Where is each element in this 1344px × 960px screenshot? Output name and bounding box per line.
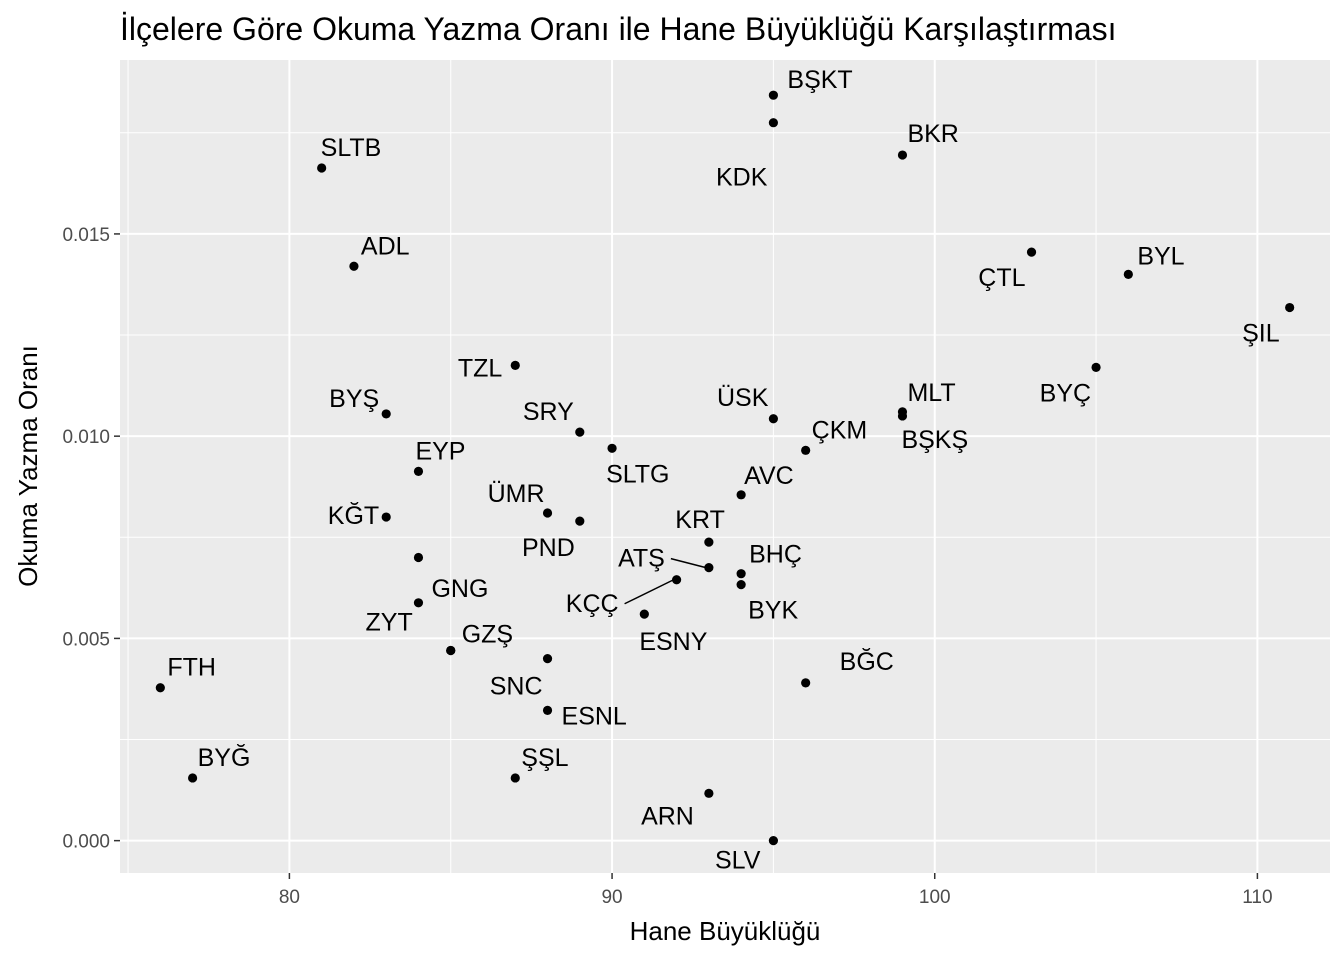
data-point [736,569,746,579]
data-point [704,537,714,547]
data-point [639,609,649,619]
data-point [768,90,779,100]
data-point [575,516,585,526]
x-tick-label: 80 [279,887,300,908]
grid-minor [120,60,1330,873]
data-point [381,409,391,419]
point-label: BHÇ [749,541,802,569]
point-label: ÜMR [488,480,545,508]
data-point [897,411,908,421]
point-label: BŞKT [787,66,852,94]
data-point [1091,362,1101,373]
data-point [542,654,553,664]
data-point [317,163,327,173]
data-point [188,773,198,783]
point-label: BĞC [840,647,894,676]
data-point [1026,247,1037,257]
data-points [155,90,1295,846]
y-tick-label: 0.015 [62,225,110,246]
data-point [897,150,908,160]
axis-ticks: 80 90 100 110 0.000 0.005 0.010 0.015 [62,225,1272,908]
data-point [510,360,520,370]
point-label: SRY [523,398,574,426]
data-point [349,261,359,271]
point-label: ŞŞL [521,744,568,772]
point-label: ATŞ [618,545,665,573]
point-label: ÇTL [978,264,1025,292]
data-point [413,598,424,608]
data-point [413,552,424,563]
point-label: GNG [431,575,488,603]
point-label: PND [522,534,575,562]
point-label: ADL [361,232,410,260]
data-point [542,508,553,518]
data-point [1285,302,1295,313]
data-point [510,773,520,783]
x-tick-label: 100 [919,887,951,908]
data-point [801,678,811,688]
data-point [413,466,424,476]
point-label: KĞT [328,501,379,530]
data-point [607,443,617,453]
point-label: FTH [167,654,216,682]
point-label: BYÇ [1040,379,1091,407]
data-point [768,118,779,128]
point-label: ZYT [366,609,413,637]
point-label: BYK [748,597,798,625]
point-label: BKR [907,120,958,148]
point-label: KRT [675,506,725,534]
point-label: ÜSK [717,384,769,412]
point-label: SLV [715,847,761,875]
data-point [155,683,165,693]
data-point [704,788,714,798]
point-label: BYŞ [329,385,379,413]
point-label: KDK [716,164,768,192]
point-label: BYL [1137,242,1184,270]
x-tick-label: 90 [601,887,622,908]
data-point [381,512,391,522]
data-point [801,445,811,455]
y-tick-label: 0.005 [62,629,110,650]
point-label: BŞKŞ [901,426,968,454]
data-point [575,427,585,437]
point-label: EYP [415,437,465,465]
point-labels: BŞKT KDK BKR SLTB ADL ÇTL BYL ŞIL TZL BYÇ BYŞ MLT BŞ… [167,66,1279,874]
point-label: ÇKM [812,416,868,444]
y-tick-label: 0.010 [62,427,110,448]
x-axis-title: Hane Büyüklüğü [630,916,821,946]
data-point [768,414,779,424]
point-label: ESNL [562,702,627,730]
x-tick-label: 110 [1242,887,1272,908]
data-point [736,580,746,590]
label-leader-lines [624,557,707,605]
chart-title: İlçelere Göre Okuma Yazma Oranı ile Hane… [120,11,1117,47]
point-label: TZL [458,354,503,382]
y-tick-label: 0.000 [62,832,110,853]
point-label: ŞIL [1242,320,1280,348]
data-point [1123,269,1133,279]
data-point [704,563,714,573]
point-label: SNC [490,673,543,701]
point-label: SLTG [606,460,669,488]
data-point [542,705,553,716]
data-point [768,836,779,846]
label-leader-line [624,579,674,605]
point-label: AVC [744,462,794,490]
data-point [672,575,682,585]
point-label: MLT [907,379,955,407]
plot-panel [120,60,1330,873]
data-point [736,490,746,500]
point-label: GZŞ [462,621,513,649]
point-label: ESNY [639,628,707,656]
data-point [446,645,456,656]
point-label: ARN [641,802,694,830]
point-label: SLTB [321,134,382,162]
point-label: KÇÇ [566,590,619,618]
grid-major [120,60,1330,873]
point-label: BYĞ [198,743,251,772]
label-leader-line [670,557,707,569]
y-axis-title: Okuma Yazma Oranı [13,345,43,587]
